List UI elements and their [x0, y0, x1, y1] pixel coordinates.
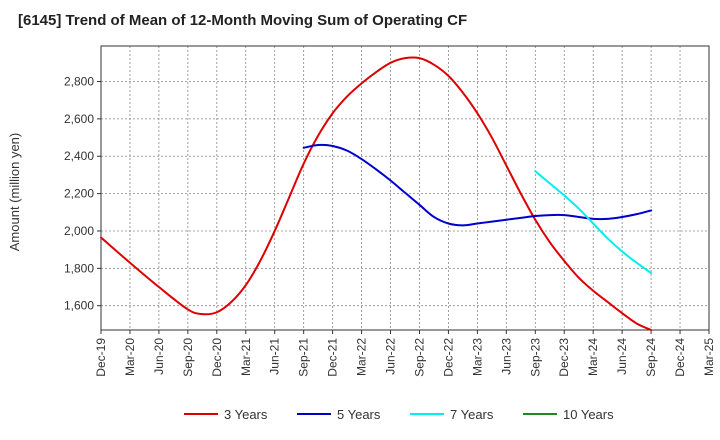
plot-border	[100, 45, 710, 331]
x-tick-label: Mar-24	[586, 338, 600, 376]
x-tick-label: Jun-21	[268, 338, 282, 375]
x-tick-label: Jun-20	[152, 338, 166, 375]
x-tick-label: Mar-25	[702, 338, 716, 376]
x-axis-ticks: Dec-19 Mar-20 Jun-20 Sep-20 Dec-20 Mar-21 Jun-…	[94, 330, 716, 377]
x-tick-label: Mar-20	[123, 338, 137, 376]
y-tick-label: 2,600	[64, 112, 94, 126]
legend-label: 5 Years	[337, 407, 381, 422]
x-tick-label: Dec-23	[557, 338, 571, 377]
x-tick-label: Sep-21	[297, 338, 311, 377]
x-tick-label: Jun-22	[384, 338, 398, 375]
x-tick-label: Dec-19	[94, 338, 108, 377]
legend: 3 Years 5 Years 7 Years 10 Years	[184, 407, 614, 422]
series-line-3-years	[100, 56, 653, 331]
y-axis-label: Amount (million yen)	[7, 133, 22, 252]
y-tick-label: 1,600	[64, 299, 94, 313]
x-tick-label: Dec-22	[441, 338, 455, 377]
y-tick-label: 2,000	[64, 224, 94, 238]
y-tick-label: 1,800	[64, 261, 94, 275]
x-tick-label: Mar-21	[239, 338, 253, 376]
y-axis-ticks: 1,600 1,800 2,000 2,200 2,400 2,600 2,800	[64, 75, 101, 313]
x-tick-label: Dec-24	[673, 338, 687, 377]
series-line-5-years	[302, 143, 653, 227]
grid	[101, 46, 709, 330]
x-tick-label: Jun-24	[615, 338, 629, 375]
x-tick-label: Sep-20	[181, 338, 195, 377]
x-tick-label: Sep-24	[644, 338, 658, 377]
series-line-7-years	[534, 170, 653, 275]
x-tick-label: Sep-23	[528, 338, 542, 377]
y-tick-label: 2,400	[64, 149, 94, 163]
x-tick-label: Mar-22	[355, 338, 369, 376]
y-tick-label: 2,800	[64, 75, 94, 89]
legend-label: 7 Years	[450, 407, 494, 422]
series-layer	[100, 56, 653, 331]
chart-title: [6145] Trend of Mean of 12-Month Moving …	[18, 12, 468, 29]
x-tick-label: Dec-21	[326, 338, 340, 377]
legend-label: 3 Years	[224, 407, 268, 422]
x-tick-label: Dec-20	[210, 338, 224, 377]
x-tick-label: Sep-22	[412, 338, 426, 377]
x-tick-label: Jun-23	[499, 338, 513, 375]
x-tick-label: Mar-23	[470, 338, 484, 376]
legend-label: 10 Years	[563, 407, 614, 422]
plot-frame	[100, 45, 710, 331]
y-tick-label: 2,200	[64, 187, 94, 201]
